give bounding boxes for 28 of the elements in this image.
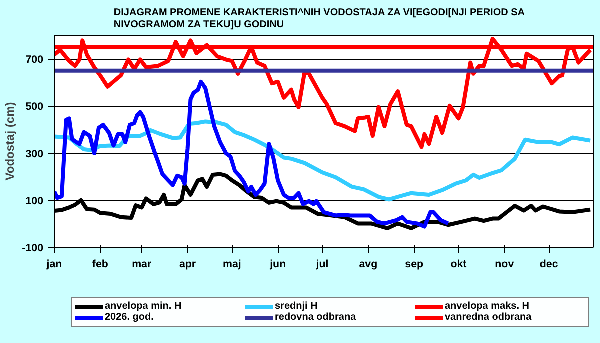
line-series: [54, 120, 593, 202]
x-tick-label: jun: [269, 258, 286, 270]
legend-label: 2026. god.: [105, 312, 155, 323]
x-tick-label: dec: [540, 258, 558, 270]
legend-label: anvelopa maks. H: [445, 301, 530, 312]
legend-label: redovna odbrana: [275, 312, 358, 323]
legend-label: srednji H: [275, 301, 319, 312]
legend-label: anvelopa min. H: [105, 301, 183, 312]
x-tick-label: feb: [92, 258, 109, 270]
x-tick-label: apr: [179, 258, 196, 270]
y-axis-title: Vodostaj (cm): [3, 102, 18, 181]
y-tick-label: -100: [22, 242, 44, 254]
line-series: [54, 37, 593, 150]
x-tick-label: nov: [495, 258, 514, 270]
line-series: [54, 80, 450, 229]
legend-label: vanredna odbrana: [445, 312, 533, 323]
y-tick-label: 500: [26, 101, 44, 114]
y-tick-label: 300: [26, 148, 44, 160]
x-tick-label: mar: [132, 258, 152, 270]
x-tick-label: okt: [450, 258, 468, 270]
chart-title: DIJAGRAM PROMENE KARAKTERISTI^NIH VODOSTAJA ZA VI[EGODI[NJI PERIOD SA NIVOGRAMOM ZA TEKU]U GODINU: [114, 7, 525, 30]
x-tick-label: sep: [405, 258, 424, 270]
y-tick-label: 100: [26, 195, 44, 208]
x-tick-label: jul: [315, 258, 329, 270]
x-tick-label: maj: [223, 258, 242, 270]
x-tick-label: avg: [359, 258, 378, 270]
y-tick-label: 700: [26, 54, 44, 66]
x-tick-label: jan: [46, 258, 62, 270]
